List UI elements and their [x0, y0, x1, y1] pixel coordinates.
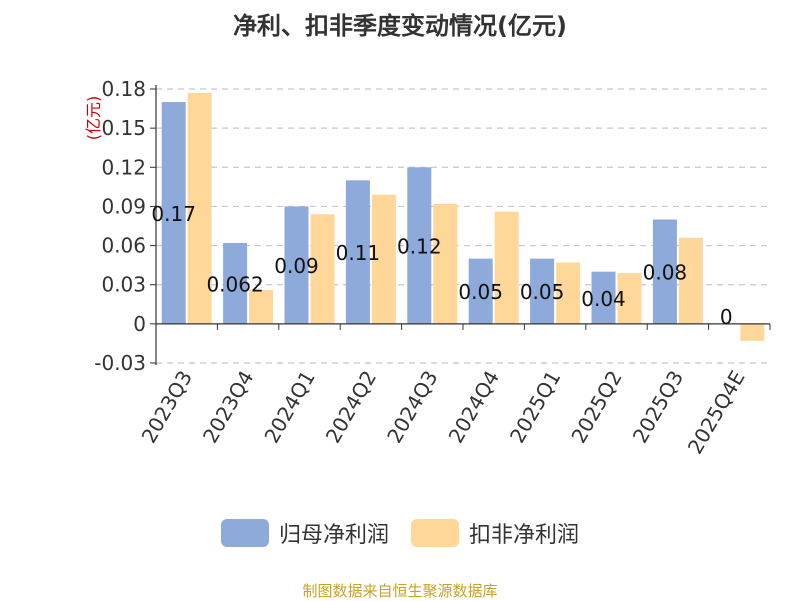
x-tick-label: 2023Q3: [137, 366, 197, 447]
legend-label: 归母净利润: [278, 523, 389, 548]
data-label: 0.11: [336, 241, 381, 265]
y-tick-label: 0.18: [101, 77, 146, 101]
bar-series-1: [161, 102, 186, 324]
data-label: 0.04: [581, 287, 626, 311]
legend-item-series-1[interactable]: 归母净利润: [220, 517, 389, 549]
bar-series-2: [187, 92, 212, 324]
bar-series-2: [740, 323, 765, 341]
bar-series-1: [652, 219, 677, 324]
y-axis-label: (亿元): [84, 96, 103, 141]
chart-title: 净利、扣非季度变动情况(亿元): [233, 12, 567, 40]
y-tick-label: 0.15: [101, 116, 146, 140]
bar-series-1: [223, 242, 248, 324]
bar-series-2: [617, 272, 642, 324]
data-label: 0.08: [643, 261, 688, 285]
data-label: 0.09: [274, 254, 319, 278]
x-tick-label: 2025Q2: [566, 366, 626, 447]
y-tick-label: 0.09: [101, 194, 146, 218]
data-labels: 0.17 0.062 0.09 0.11 0.12 0.05 0.05 0.04 0.08 0: [151, 202, 732, 329]
x-tick-label: 2025Q3: [628, 366, 688, 447]
bar-series-1: [468, 258, 493, 324]
data-label: 0.05: [458, 280, 503, 304]
bar-series-1: [530, 258, 555, 324]
x-tick-label: 2024Q4: [444, 366, 504, 447]
data-label: 0: [720, 305, 733, 329]
legend-label: 扣非净利润: [469, 523, 580, 548]
bar-series-2: [310, 214, 335, 324]
legend-item-series-2[interactable]: 扣非净利润: [411, 517, 579, 549]
y-tick-label: 0.12: [101, 155, 146, 179]
x-tick-label: 2024Q1: [259, 366, 319, 447]
data-label: 0.12: [397, 235, 442, 259]
bar-series-1: [591, 271, 616, 324]
bar-series-1: [407, 167, 432, 324]
data-source: 制图数据来自恒生聚源数据库: [302, 582, 498, 600]
bar-series-1: [284, 206, 309, 324]
data-label: 0.062: [206, 272, 263, 296]
bar-series-2: [249, 289, 274, 324]
legend-swatch: [411, 519, 459, 547]
legend: 归母净利润 扣非净利润: [0, 517, 800, 549]
bar-series-2: [678, 237, 703, 324]
bars: [161, 92, 765, 341]
x-tick-label: 2024Q3: [382, 366, 442, 447]
bar-series-1: [345, 180, 370, 324]
grid-lines: [156, 88, 770, 364]
y-tick-label: 0: [133, 312, 146, 336]
x-tick-label: 2023Q4: [198, 366, 258, 447]
bar-series-2: [433, 203, 458, 324]
x-tick-label: 2024Q2: [321, 366, 381, 447]
bar-series-2: [371, 194, 396, 324]
data-label: 0.05: [520, 280, 565, 304]
legend-swatch: [220, 519, 269, 547]
bar-series-2: [556, 262, 581, 324]
x-tick-label: 2025Q4E: [683, 366, 750, 458]
data-label: 0.17: [151, 202, 196, 226]
y-tick-label: 0.06: [101, 234, 146, 258]
y-tick-label: 0.03: [101, 273, 146, 297]
y-tick-label: -0.03: [94, 351, 146, 375]
x-tick-label: 2025Q1: [505, 366, 565, 447]
bar-series-2: [494, 211, 519, 324]
